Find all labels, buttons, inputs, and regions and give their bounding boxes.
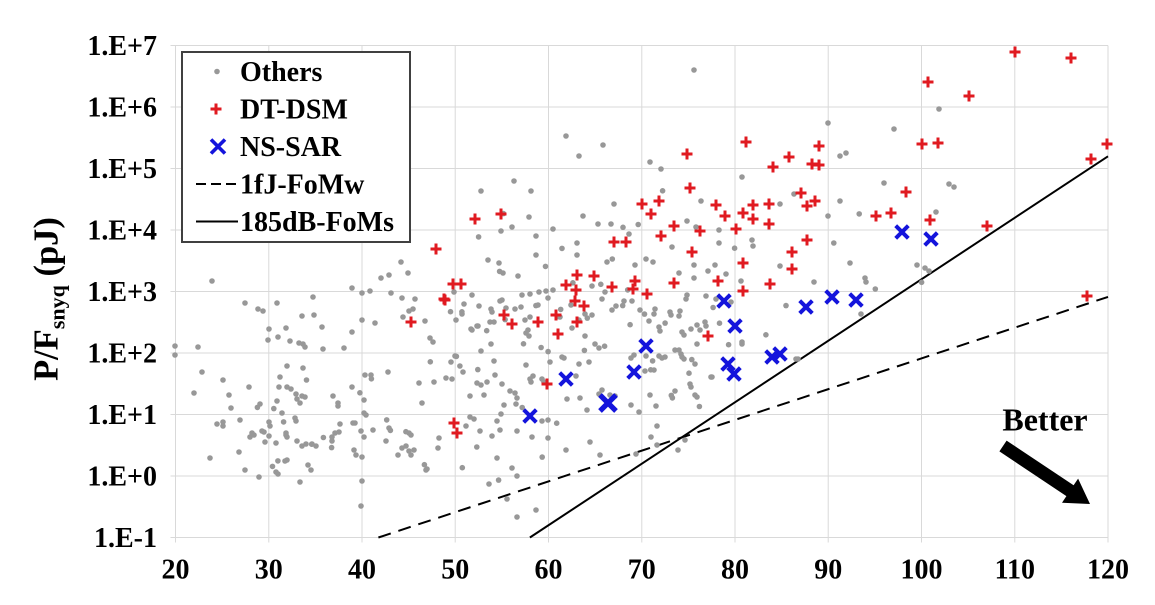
svg-text:P/Fsnyq (pJ): P/Fsnyq (pJ) [28, 217, 70, 381]
svg-text:NS-SAR: NS-SAR [240, 132, 342, 163]
svg-text:20: 20 [162, 555, 190, 586]
svg-text:1fJ-FoMw: 1fJ-FoMw [240, 170, 365, 201]
svg-text:70: 70 [628, 555, 656, 586]
svg-text:1.E+4: 1.E+4 [87, 216, 157, 247]
svg-text:100: 100 [901, 555, 943, 586]
svg-text:1.E+1: 1.E+1 [87, 400, 157, 431]
svg-text:60: 60 [535, 555, 563, 586]
svg-text:110: 110 [995, 555, 1035, 586]
svg-text:Better: Better [1002, 402, 1087, 438]
svg-text:185dB-FoMs: 185dB-FoMs [240, 207, 394, 238]
svg-text:DT-DSM: DT-DSM [240, 95, 348, 126]
svg-text:30: 30 [255, 555, 283, 586]
svg-text:1.E+6: 1.E+6 [87, 93, 157, 124]
svg-text:1.E+2: 1.E+2 [87, 339, 157, 370]
svg-text:Others: Others [240, 57, 323, 88]
svg-text:40: 40 [348, 555, 376, 586]
svg-text:1.E+3: 1.E+3 [87, 277, 157, 308]
svg-text:50: 50 [441, 555, 469, 586]
svg-text:90: 90 [814, 555, 842, 586]
svg-text:1.E+5: 1.E+5 [87, 154, 157, 185]
svg-text:1.E-1: 1.E-1 [94, 523, 157, 554]
svg-text:120: 120 [1087, 555, 1129, 586]
svg-text:1.E+7: 1.E+7 [87, 31, 157, 62]
svg-text:1.E+0: 1.E+0 [87, 462, 157, 493]
svg-text:80: 80 [721, 555, 749, 586]
